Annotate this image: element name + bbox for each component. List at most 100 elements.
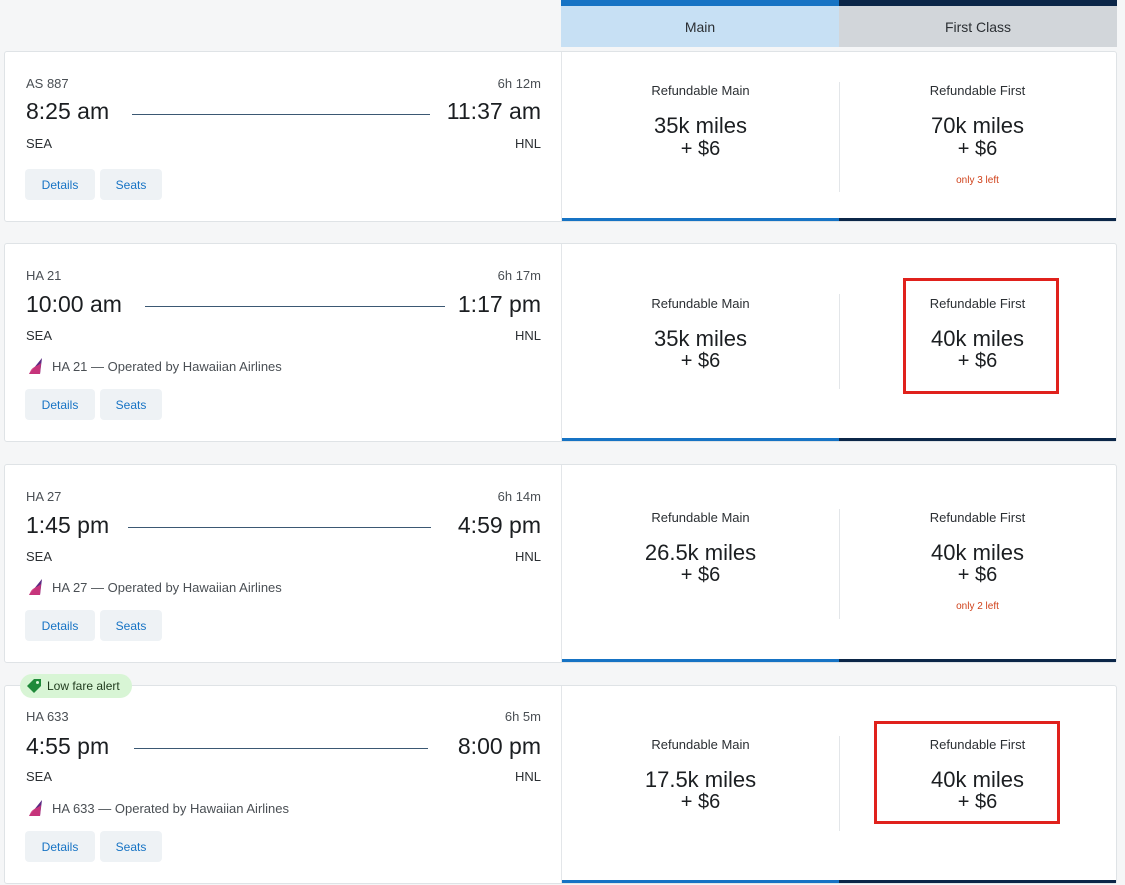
main-fare-option[interactable]: Refundable Main 35k miles + $6 bbox=[562, 244, 839, 441]
flight-card: HA 27 6h 14m 1:45 pm 4:59 pm SEA HNL HA … bbox=[4, 464, 1117, 663]
flight-duration: 6h 12m bbox=[497, 76, 541, 91]
seats-left-note: only 3 left bbox=[956, 175, 999, 186]
arrival-time: 8:00 pm bbox=[457, 733, 541, 759]
fare-miles: 26.5k miles bbox=[644, 540, 757, 565]
origin-airport: SEA bbox=[26, 328, 53, 343]
flight-number: HA 27 bbox=[26, 489, 62, 504]
origin-airport: SEA bbox=[26, 549, 53, 564]
arrival-time: 1:17 pm bbox=[457, 291, 541, 317]
details-button[interactable]: Details bbox=[25, 389, 95, 420]
destination-airport: HNL bbox=[514, 328, 541, 343]
flight-info: HA 27 6h 14m 1:45 pm 4:59 pm SEA HNL HA … bbox=[5, 465, 562, 662]
destination-airport: HNL bbox=[514, 136, 541, 151]
tab-main[interactable]: Main bbox=[561, 0, 839, 47]
flight-card: AS 887 6h 12m 8:25 am 11:37 am SEA HNL D… bbox=[4, 51, 1117, 222]
low-fare-alert-label: Low fare alert bbox=[47, 679, 120, 693]
fare-label: Refundable Main bbox=[651, 737, 750, 752]
destination-airport: HNL bbox=[514, 549, 541, 564]
details-button[interactable]: Details bbox=[25, 169, 95, 200]
fare-label: Refundable First bbox=[929, 296, 1026, 311]
fare-divider bbox=[839, 294, 840, 389]
price-tag-icon bbox=[27, 679, 41, 693]
fare-options: Refundable Main 35k miles + $6 Refundabl… bbox=[562, 52, 1116, 221]
destination-airport: HNL bbox=[514, 769, 541, 784]
seats-button[interactable]: Seats bbox=[100, 831, 162, 862]
details-button[interactable]: Details bbox=[25, 831, 95, 862]
hawaiian-airlines-logo-icon bbox=[29, 358, 42, 374]
flight-info: HA 21 6h 17m 10:00 am 1:17 pm SEA HNL HA… bbox=[5, 244, 562, 441]
fare-miles: 40k miles bbox=[931, 540, 1024, 565]
fare-label: Refundable First bbox=[929, 510, 1026, 525]
fare-fee: + $6 bbox=[680, 791, 721, 813]
arrival-time: 4:59 pm bbox=[457, 512, 541, 538]
fare-miles: 35k miles bbox=[654, 326, 747, 351]
flight-number: HA 633 bbox=[26, 709, 69, 724]
operator-text: HA 21 — Operated by Hawaiian Airlines bbox=[52, 358, 282, 374]
flight-info: AS 887 6h 12m 8:25 am 11:37 am SEA HNL D… bbox=[5, 52, 562, 221]
hawaiian-airlines-logo-icon bbox=[29, 800, 42, 816]
origin-airport: SEA bbox=[26, 769, 53, 784]
first-fare-option[interactable]: Refundable First 40k miles + $6 bbox=[839, 244, 1116, 441]
flight-number: HA 21 bbox=[26, 268, 62, 283]
fare-miles: 35k miles bbox=[654, 113, 747, 138]
highlight-box bbox=[903, 278, 1059, 394]
fare-fee: + $6 bbox=[680, 350, 721, 372]
first-fare-option[interactable]: Refundable First 40k miles + $6 bbox=[839, 686, 1116, 883]
flight-number: AS 887 bbox=[26, 76, 69, 91]
fare-divider bbox=[839, 509, 840, 619]
seats-button[interactable]: Seats bbox=[100, 610, 162, 641]
fare-miles: 70k miles bbox=[931, 113, 1024, 138]
departure-time: 4:55 pm bbox=[26, 733, 110, 759]
flight-info: HA 633 6h 5m 4:55 pm 8:00 pm SEA HNL HA … bbox=[5, 686, 562, 883]
route-line bbox=[145, 306, 445, 307]
seats-button[interactable]: Seats bbox=[100, 389, 162, 420]
fare-fee: + $6 bbox=[680, 564, 721, 586]
departure-time: 8:25 am bbox=[26, 98, 110, 124]
first-fare-option[interactable]: Refundable First 40k miles + $6 only 2 l… bbox=[839, 465, 1116, 662]
main-fare-option[interactable]: Refundable Main 26.5k miles + $6 bbox=[562, 465, 839, 662]
route-line bbox=[132, 114, 430, 115]
fare-options: Refundable Main 17.5k miles + $6 Refunda… bbox=[562, 686, 1116, 883]
main-fare-option[interactable]: Refundable Main 35k miles + $6 bbox=[562, 52, 839, 221]
highlight-box bbox=[874, 721, 1060, 824]
first-fare-option[interactable]: Refundable First 70k miles + $6 only 3 l… bbox=[839, 52, 1116, 221]
fare-fee: + $6 bbox=[957, 138, 998, 160]
fare-label: Refundable Main bbox=[651, 510, 750, 525]
departure-time: 10:00 am bbox=[26, 291, 122, 317]
departure-time: 1:45 pm bbox=[26, 512, 110, 538]
arrival-time: 11:37 am bbox=[446, 98, 541, 124]
flight-duration: 6h 14m bbox=[497, 489, 541, 504]
details-button[interactable]: Details bbox=[25, 610, 95, 641]
flight-duration: 6h 17m bbox=[497, 268, 541, 283]
flight-card: HA 21 6h 17m 10:00 am 1:17 pm SEA HNL HA… bbox=[4, 243, 1117, 442]
fare-label: Refundable Main bbox=[651, 296, 750, 311]
fare-fee: + $6 bbox=[957, 350, 998, 372]
fare-miles: 17.5k miles bbox=[644, 767, 757, 792]
seats-button[interactable]: Seats bbox=[100, 169, 162, 200]
tab-first-class[interactable]: First Class bbox=[839, 0, 1117, 47]
fare-options: Refundable Main 26.5k miles + $6 Refunda… bbox=[562, 465, 1116, 662]
flight-duration: 6h 5m bbox=[504, 709, 541, 724]
main-fare-option[interactable]: Refundable Main 17.5k miles + $6 bbox=[562, 686, 839, 883]
route-line bbox=[128, 527, 431, 528]
fare-options: Refundable Main 35k miles + $6 Refundabl… bbox=[562, 244, 1116, 441]
hawaiian-airlines-logo-icon bbox=[29, 579, 42, 595]
fare-fee: + $6 bbox=[957, 564, 998, 586]
fare-fee: + $6 bbox=[680, 138, 721, 160]
operator-text: HA 27 — Operated by Hawaiian Airlines bbox=[52, 579, 282, 595]
low-fare-alert-badge: Low fare alert bbox=[20, 674, 132, 698]
flight-card: HA 633 6h 5m 4:55 pm 8:00 pm SEA HNL HA … bbox=[4, 685, 1117, 884]
fare-miles: 40k miles bbox=[931, 326, 1024, 351]
origin-airport: SEA bbox=[26, 136, 53, 151]
fare-label: Refundable First bbox=[929, 737, 1026, 752]
operated-by: HA 633 — Operated by Hawaiian Airlines bbox=[26, 799, 289, 817]
operated-by: HA 21 — Operated by Hawaiian Airlines bbox=[26, 357, 282, 375]
operator-text: HA 633 — Operated by Hawaiian Airlines bbox=[52, 800, 290, 816]
route-line bbox=[134, 748, 428, 749]
fare-divider bbox=[839, 82, 840, 192]
operated-by: HA 27 — Operated by Hawaiian Airlines bbox=[26, 578, 282, 596]
seats-left-note: only 2 left bbox=[956, 601, 999, 612]
fare-label: Refundable First bbox=[929, 83, 1026, 98]
fare-divider bbox=[839, 736, 840, 831]
fare-miles: 40k miles bbox=[931, 767, 1024, 792]
